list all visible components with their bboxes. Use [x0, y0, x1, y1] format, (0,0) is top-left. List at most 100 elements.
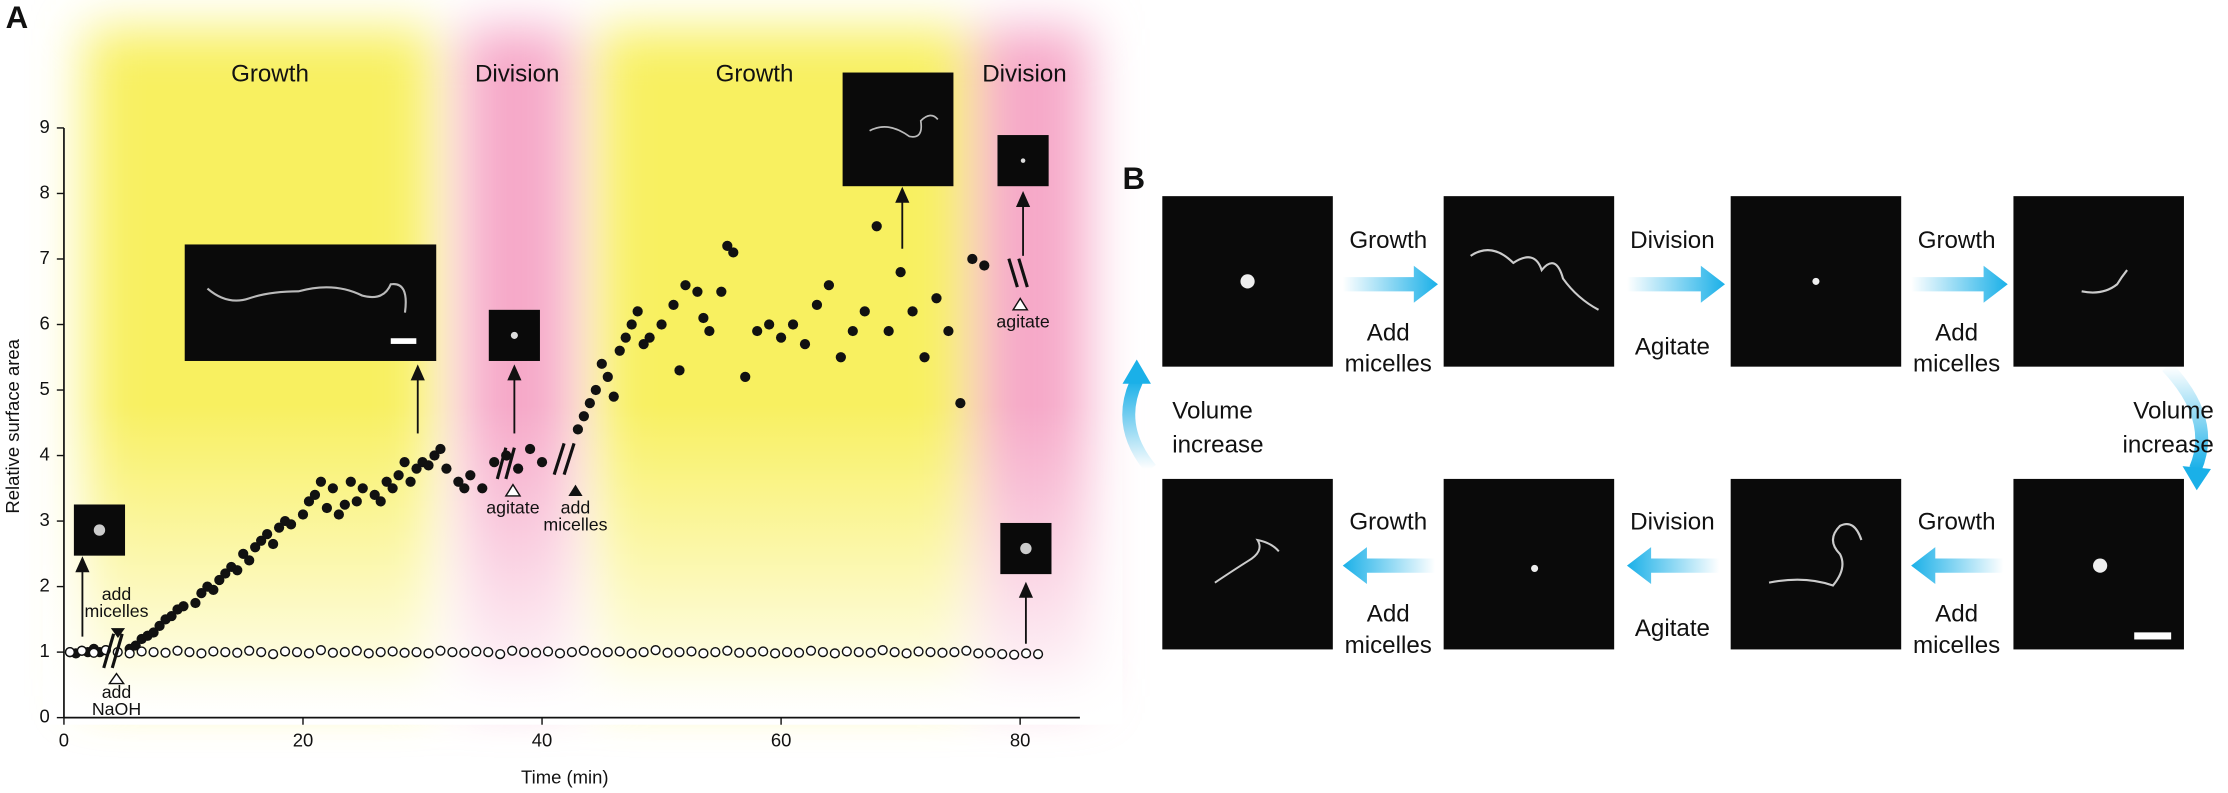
point [722, 240, 733, 251]
flow-arrow [1342, 265, 1438, 303]
point [967, 253, 978, 265]
open-point [722, 645, 733, 656]
open-point [889, 646, 900, 658]
inset-vesicle [510, 331, 518, 339]
triangle-open [504, 483, 522, 497]
point [208, 584, 219, 595]
point [333, 509, 344, 520]
y-tick-label: 2 [39, 574, 49, 595]
point [489, 456, 500, 468]
point [339, 499, 350, 510]
triangle-open [108, 672, 126, 685]
break [495, 447, 508, 480]
point [453, 476, 464, 487]
open-point [148, 646, 159, 658]
open-point [303, 648, 315, 659]
triangle-open [1011, 297, 1029, 311]
point [232, 565, 243, 576]
point [704, 325, 715, 337]
open-point [542, 646, 554, 657]
image-frame [1443, 478, 1615, 650]
point [919, 352, 930, 363]
open-point [805, 645, 817, 656]
point [411, 463, 422, 474]
open-point [327, 647, 338, 658]
open-point [339, 646, 350, 658]
open-point [208, 646, 219, 657]
open-point [1032, 648, 1044, 660]
y-tick-label: 6 [39, 312, 49, 333]
point [752, 325, 763, 337]
point [196, 588, 207, 599]
step-sublabel: Add [1367, 601, 1410, 628]
open-point [734, 647, 745, 658]
point [979, 260, 990, 271]
point [375, 496, 386, 507]
point [387, 483, 398, 494]
open-point [913, 646, 924, 657]
open-point [686, 646, 697, 657]
point [536, 456, 548, 468]
vesicle [1240, 274, 1255, 289]
open-point [614, 646, 625, 657]
annotation: micelles [543, 514, 607, 534]
point [596, 358, 607, 369]
open-point [232, 647, 243, 658]
open-point [279, 646, 291, 657]
inset-filament [869, 114, 939, 138]
annotation: add [102, 682, 132, 702]
step-sublabel: Add [1935, 601, 1978, 628]
y-tick-label: 5 [39, 378, 49, 399]
inset-vesicle [1020, 158, 1026, 163]
open-point [626, 648, 637, 659]
point [381, 476, 392, 487]
step-sublabel: Add [1367, 319, 1410, 346]
point [327, 483, 338, 494]
point [178, 601, 189, 612]
open-point [817, 646, 829, 658]
point [632, 306, 643, 317]
open-point [459, 647, 470, 658]
point [250, 542, 261, 553]
arrow-head [75, 556, 90, 573]
point [907, 306, 918, 317]
point [477, 483, 488, 494]
open-point [997, 648, 1008, 660]
open-point [578, 645, 589, 656]
filament [1214, 538, 1280, 584]
open-point [1020, 648, 1032, 659]
point [244, 555, 255, 566]
point [871, 221, 882, 232]
point [154, 620, 165, 632]
point [823, 280, 835, 291]
point [393, 470, 404, 481]
y-tick-label: 1 [39, 640, 49, 661]
point [309, 489, 321, 500]
point [764, 319, 775, 330]
open-point [602, 646, 613, 658]
point [608, 391, 619, 402]
open-point [530, 647, 542, 658]
open-point [662, 647, 673, 658]
point [435, 443, 446, 455]
arrow-head [507, 364, 522, 381]
step-sublabel: micelles [1345, 351, 1432, 378]
x-axis-title: Time (min) [521, 767, 609, 788]
side-label: Volume [1172, 398, 1253, 425]
flow-arrow [1342, 547, 1436, 585]
point [895, 266, 906, 278]
open-point [160, 647, 171, 658]
open-point [865, 647, 876, 658]
open-point [507, 645, 518, 656]
open-point [985, 647, 996, 658]
point [429, 450, 440, 461]
point [357, 483, 368, 494]
point [399, 456, 410, 468]
point [238, 548, 249, 559]
step-sublabel: Agitate [1635, 334, 1710, 361]
flow-arrow [1122, 378, 1156, 474]
open-point [399, 647, 410, 658]
step-sublabel: Agitate [1635, 615, 1710, 642]
open-point [1009, 649, 1020, 660]
point [943, 325, 954, 337]
